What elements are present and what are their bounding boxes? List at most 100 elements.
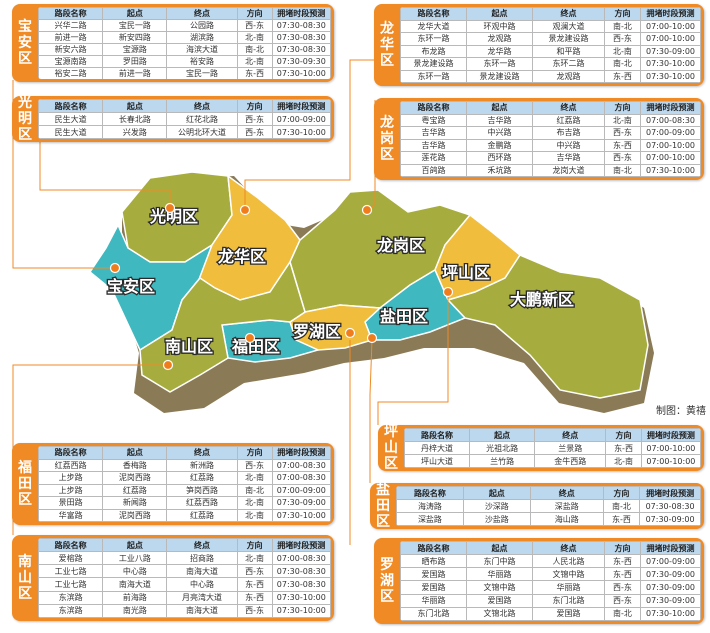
table-cell: 华丽路	[532, 580, 605, 595]
map-label-luohu: 罗湖区	[293, 322, 341, 341]
location-dots	[109, 202, 454, 371]
table-cell: 07:30-10:00	[640, 606, 701, 621]
column-header: 路段名称	[404, 428, 471, 442]
table-cell: 新闻路	[102, 496, 168, 510]
table-cell: 07:00-09:00	[640, 554, 701, 569]
table-cell: 兰景路	[534, 441, 607, 455]
table-cell: 工业七路	[38, 577, 104, 592]
table-cell: 东环二路	[532, 57, 605, 71]
table-cell: 07:30-10:00	[271, 508, 331, 522]
column-header: 拥堵时段预测	[271, 538, 331, 553]
table-header-row: 路段名称 起点 终点 方向 拥堵时段预测	[404, 428, 701, 442]
table-cell: 民生大道	[38, 112, 104, 126]
table-cell: 和平路	[532, 44, 605, 58]
table-cell: 景龙建设路	[400, 57, 467, 71]
column-header: 终点	[166, 99, 238, 113]
table-cell: 环观中路	[466, 19, 533, 33]
table-cell: 罗田路	[102, 55, 168, 68]
table-cell: 北-南	[236, 551, 273, 566]
table-cell: 布龙路	[400, 44, 467, 58]
dot-guangming	[164, 202, 176, 214]
table-cell: 南海大道	[166, 603, 238, 618]
table-row: 布龙路 龙华路 和平路 北-南 07:30-09:00	[400, 44, 701, 58]
congestion-table-longhua: 路段名称 起点 终点 方向 拥堵时段预测 龙华大道 环观中路 观澜大道 南-北 07:00-10:…	[400, 7, 701, 83]
table-cell: 景田路	[38, 496, 104, 510]
table-cell: 观澜大道	[532, 19, 605, 33]
table-cell: 东门北路	[400, 606, 467, 621]
district-name-pingshan: 坪山区	[384, 424, 398, 472]
congestion-table-nanshan: 路段名称 起点 终点 方向 拥堵时段预测 爱榕路 工业八路 招商路 北-南 07:00-08:30…	[38, 538, 331, 618]
table-cell: 东滨路	[38, 590, 104, 605]
column-header: 起点	[469, 428, 536, 442]
table-cell: 07:30-09:00	[271, 496, 331, 510]
table-cell: 景龙建设路	[466, 69, 533, 83]
column-header: 拥堵时段预测	[640, 541, 701, 556]
panel-luohu: 罗湖区路段名称 起点 终点 方向 拥堵时段预测 晒布路 东门中路 人民北路 东-西 07:00-0…	[374, 538, 704, 624]
table-row: 爱国路 华丽路 文锦中路 东-西 07:30-09:00	[400, 567, 701, 582]
table-cell: 07:00-09:00	[271, 483, 331, 497]
table-row: 红荔西路 香梅路 新洲路 西-东 07:00-08:30	[38, 458, 331, 472]
table-cell: 南-北	[236, 483, 273, 497]
table-cell: 海涛路	[396, 499, 464, 513]
congestion-table-luohu: 路段名称 起点 终点 方向 拥堵时段预测 晒布路 东门中路 人民北路 东-西 07:00-09:0…	[400, 541, 701, 621]
table-cell: 东-西	[605, 441, 642, 455]
table-row: 莲花路 西环路 吉华路 西-东 07:00-10:00	[400, 151, 701, 165]
table-cell: 东环一路	[400, 32, 467, 46]
table-cell: 东-西	[604, 554, 641, 569]
table-cell: 07:30-08:30	[271, 43, 331, 56]
table-cell: 新洲路	[166, 458, 238, 472]
table-cell: 招商路	[166, 551, 238, 566]
table-cell: 爱国路	[400, 580, 467, 595]
table-cell: 莲花路	[400, 151, 467, 165]
congestion-table-guangming: 路段名称 起点 终点 方向 拥堵时段预测 民生大道 长春北路 红花北路 西-东 07:00-09:…	[38, 99, 331, 139]
congestion-table-pingshan: 路段名称 起点 终点 方向 拥堵时段预测 丹梓大道 光祖北路 兰景路 东-西 07:00-10:0…	[404, 428, 701, 468]
map-label-pingshan: 坪山区	[442, 263, 490, 282]
column-header: 起点	[102, 538, 168, 553]
table-cell: 粤宝路	[400, 113, 467, 127]
table-cell: 红荔路	[166, 471, 238, 485]
table-cell: 坪山大道	[404, 454, 471, 468]
column-header: 路段名称	[400, 101, 467, 115]
column-header: 方向	[236, 538, 273, 553]
table-row: 东滨路 前海路 月亮湾大道 东-西 07:30-10:00	[38, 590, 331, 605]
dot-yantian	[366, 332, 378, 344]
dot-baoan	[109, 262, 121, 274]
table-cell: 07:00-09:00	[271, 112, 331, 126]
table-header-row: 路段名称 起点 终点 方向 拥堵时段预测	[38, 7, 331, 20]
table-cell: 07:00-10:00	[640, 19, 701, 33]
table-cell: 07:00-08:30	[271, 551, 331, 566]
table-cell: 中心路	[102, 564, 168, 579]
table-cell: 前进一路	[102, 67, 168, 79]
table-cell: 华丽路	[466, 567, 533, 582]
table-cell: 兰竹路	[469, 454, 536, 468]
table-cell: 上步路	[38, 483, 104, 497]
table-cell: 新安六路	[38, 43, 104, 56]
table-cell: 丹梓大道	[404, 441, 471, 455]
column-header: 起点	[466, 541, 533, 556]
column-header: 方向	[605, 428, 642, 442]
table-cell: 东-西	[236, 590, 273, 605]
table-cell: 前进一路	[38, 31, 104, 44]
map-label-dapeng: 大鹏新区	[510, 290, 574, 309]
column-header: 终点	[532, 541, 605, 556]
column-header: 拥堵时段预测	[271, 99, 331, 113]
column-header: 起点	[462, 486, 531, 500]
column-header: 起点	[102, 7, 168, 20]
table-cell: 兴发路	[102, 125, 168, 139]
column-header: 终点	[166, 446, 238, 460]
table-cell: 西-东	[236, 458, 273, 472]
table-cell: 红荔路	[532, 113, 605, 127]
table-cell: 新安四路	[102, 31, 168, 44]
table-row: 工业七路 南海大道 中心路 东-西 07:30-08:30	[38, 577, 331, 592]
table-cell: 工业八路	[102, 551, 168, 566]
table-cell: 宝民一路	[166, 67, 238, 79]
district-name-longgang: 龙岗区	[380, 115, 394, 163]
table-cell: 东门北路	[532, 593, 605, 608]
table-cell: 南光路	[102, 603, 168, 618]
table-row: 百鸽路 禾坑路 龙岗大道 南-北 07:30-10:00	[400, 163, 701, 177]
table-row: 丹梓大道 光祖北路 兰景路 东-西 07:00-10:00	[404, 441, 701, 455]
table-cell: 07:30-10:00	[271, 67, 331, 79]
column-header: 终点	[166, 538, 238, 553]
table-row: 坪山大道 兰竹路 金牛西路 北-南 07:00-10:00	[404, 454, 701, 468]
column-header: 起点	[466, 101, 533, 115]
